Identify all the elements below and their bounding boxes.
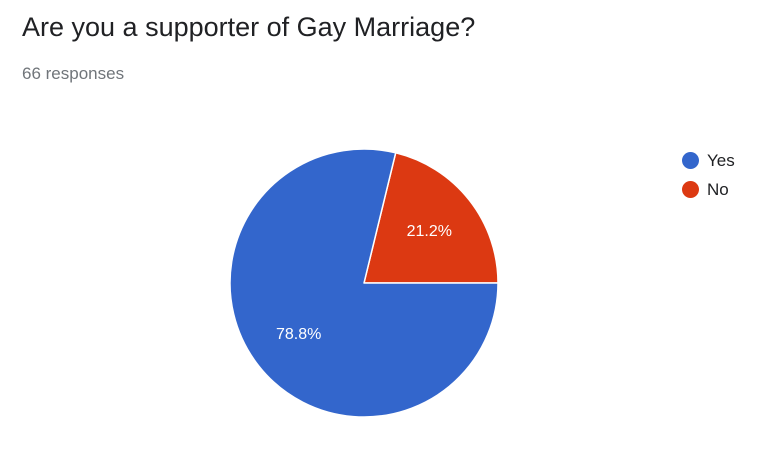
slice-label-yes: 78.8% <box>276 326 321 343</box>
response-count: 66 responses <box>22 64 125 83</box>
chart-title: Are you a supporter of Gay Marriage? <box>22 12 476 42</box>
pie-slice-yes[interactable] <box>229 148 499 418</box>
legend-swatch-yes <box>682 152 699 169</box>
slice-label-no: 21.2% <box>407 223 452 240</box>
legend-item-no[interactable]: No <box>682 175 735 204</box>
legend-item-yes[interactable]: Yes <box>682 146 735 175</box>
legend-label-yes: Yes <box>707 150 735 170</box>
legend-swatch-no <box>682 181 699 198</box>
legend: Yes No <box>682 146 735 204</box>
pie-slice-no[interactable] <box>363 152 499 284</box>
legend-label-no: No <box>707 179 729 199</box>
